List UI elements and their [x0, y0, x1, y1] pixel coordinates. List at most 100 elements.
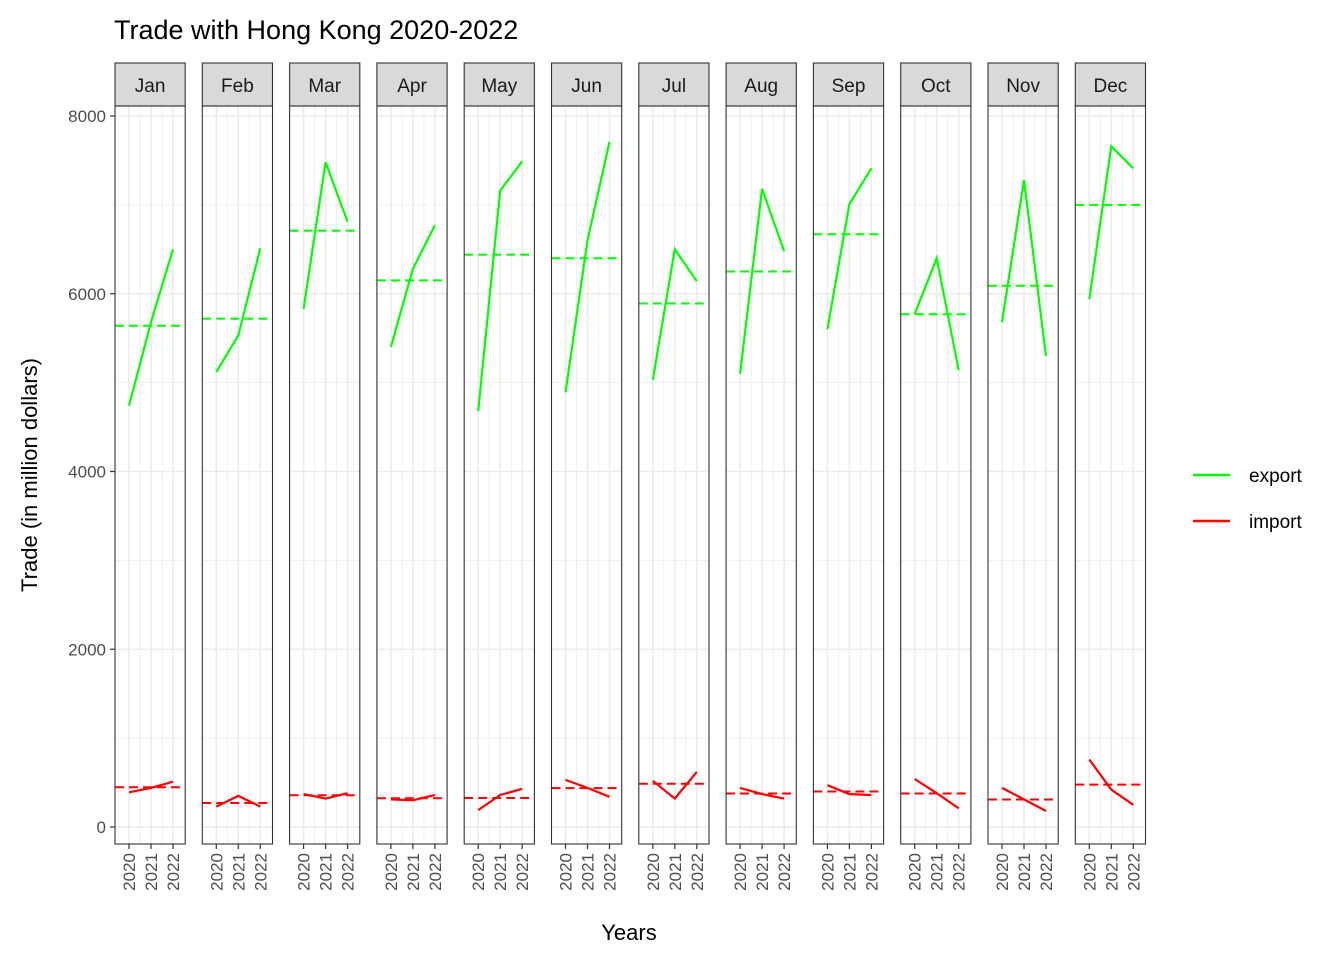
x-tick-label: 2022 [339, 853, 358, 891]
export-series-line [739, 188, 786, 374]
legend-label-import: import [1249, 512, 1303, 533]
x-tick-label: 2022 [950, 853, 969, 891]
chart-title: Trade with Hong Kong 2020-2022 [114, 15, 518, 45]
x-tick-label: 2021 [666, 853, 685, 891]
facet-jul: Jul 2020 2021 2022 [638, 62, 710, 891]
x-tick-label: 2021 [1102, 853, 1121, 891]
import-series-line [826, 784, 872, 797]
x-tick-label: 2021 [317, 853, 336, 891]
x-tick-label: 2020 [469, 853, 488, 891]
export-series-line [826, 167, 873, 330]
import-series-line [215, 794, 261, 808]
facet-feb: Feb 2020 2021 2022 [201, 62, 274, 891]
facet-sep: Sep 2020 2021 2022 [812, 62, 885, 891]
x-tick-label: 2020 [1080, 853, 1099, 891]
export-series-line [477, 160, 524, 412]
x-tick-label: 2020 [818, 853, 837, 891]
x-tick-label: 2020 [120, 853, 139, 891]
facet-label: Aug [744, 76, 778, 97]
x-tick-label: 2022 [1124, 853, 1143, 891]
facet-jan: Jan 2020 2021 2022 [114, 62, 186, 891]
export-series-line [302, 161, 349, 310]
panel-border [114, 105, 186, 845]
import-series-line [390, 793, 436, 802]
x-tick-label: 2021 [928, 853, 947, 891]
x-tick-label: 2020 [557, 853, 576, 891]
facet-oct: Oct 2020 2021 2022 [900, 62, 972, 891]
x-tick-label: 2021 [753, 853, 772, 891]
x-axis-label: Years [601, 920, 656, 945]
x-tick-label: 2021 [142, 853, 161, 891]
x-tick-label: 2020 [906, 853, 925, 891]
facet-apr: Apr 2020 2021 2022 [376, 62, 448, 891]
y-tick-label: 6000 [68, 285, 106, 304]
y-tick-label: 8000 [68, 107, 106, 126]
panel-border [812, 105, 885, 845]
facet-label: Jul [662, 76, 686, 97]
facet-label: Dec [1094, 76, 1128, 97]
x-tick-label: 2020 [731, 853, 750, 891]
x-tick-label: 2022 [775, 853, 794, 891]
facet-mar: Mar 2020 2021 2022 [289, 62, 361, 891]
y-tick-label: 0 [97, 818, 106, 837]
panel-border [1074, 105, 1147, 845]
facet-aug: Aug 2020 2021 2022 [725, 62, 797, 891]
facet-strip [463, 62, 535, 107]
x-tick-label: 2021 [579, 853, 598, 891]
x-tick-label: 2021 [229, 853, 248, 891]
x-tick-label: 2020 [382, 853, 401, 891]
facet-dec: Dec 2020 2021 2022 [1074, 62, 1147, 891]
facet-jun: Jun 2020 2021 2022 [550, 62, 623, 891]
x-tick-label: 2022 [426, 853, 445, 891]
x-tick-label: 2022 [513, 853, 532, 891]
export-series-line [389, 224, 436, 348]
facet-label: Jun [571, 76, 602, 97]
facet-strip [201, 62, 274, 107]
x-tick-label: 2021 [1015, 853, 1034, 891]
import-series-line [303, 792, 348, 800]
y-tick-label: 4000 [68, 463, 106, 482]
y-axis-label: Trade (in million dollars) [17, 358, 42, 592]
import-series-line [565, 778, 610, 798]
facet-strip [114, 62, 186, 107]
export-series-line [215, 248, 262, 373]
panel-border [725, 105, 797, 845]
export-series-line [651, 246, 698, 381]
import-series-line [477, 787, 523, 812]
import-series-line [652, 771, 698, 801]
panel-border [289, 105, 361, 845]
x-tick-label: 2022 [1037, 853, 1056, 891]
x-tick-label: 2020 [993, 853, 1012, 891]
facet-label: May [481, 76, 517, 97]
import-series-line [1088, 758, 1134, 806]
x-tick-label: 2020 [644, 853, 663, 891]
facet-label: Nov [1006, 76, 1040, 97]
legend: export import [1193, 466, 1303, 533]
facet-strip [1074, 62, 1147, 107]
x-tick-label: 2021 [840, 853, 859, 891]
facet-strip [638, 62, 710, 107]
x-tick-label: 2021 [404, 853, 423, 891]
panel-border [463, 105, 535, 845]
x-tick-label: 2020 [207, 853, 226, 891]
facet-strip [376, 62, 448, 107]
import-series-line [914, 778, 960, 810]
x-tick-label: 2022 [164, 853, 183, 891]
facet-nov: Nov 2020 2021 2022 [987, 62, 1059, 891]
panel-border [900, 105, 972, 845]
import-series-line [1001, 786, 1047, 812]
facet-label: Mar [308, 76, 341, 97]
export-series-line [1000, 179, 1048, 357]
panel-border [376, 105, 448, 845]
facet-label: Oct [921, 76, 951, 97]
export-series-line [564, 141, 611, 393]
facet-label: Apr [397, 76, 427, 97]
export-series-line [1088, 143, 1135, 300]
y-axis: 0 2000 4000 6000 8000 [68, 107, 115, 837]
x-tick-label: 2022 [251, 853, 270, 891]
panel-border [201, 105, 274, 845]
import-series-line [739, 786, 785, 800]
x-tick-label: 2022 [862, 853, 881, 891]
x-tick-label: 2020 [295, 853, 314, 891]
